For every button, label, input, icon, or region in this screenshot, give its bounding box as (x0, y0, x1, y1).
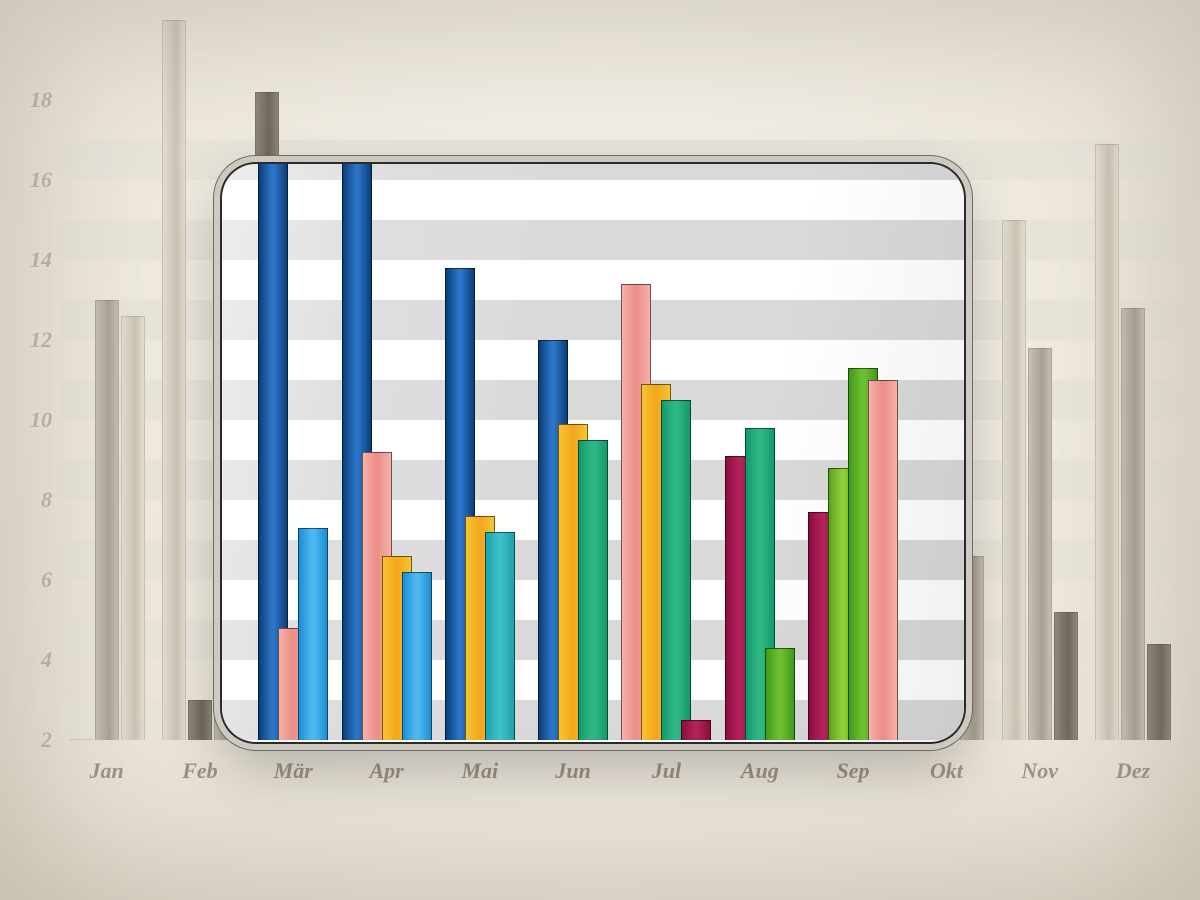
y-axis: 24681012141618 (0, 100, 60, 740)
bg-bar (95, 300, 119, 740)
bg-bar (1002, 220, 1026, 740)
x-month-label: Okt (930, 758, 963, 784)
y-tick-label: 4 (41, 647, 52, 673)
bg-bar (162, 20, 186, 740)
y-tick-label: 8 (41, 487, 52, 513)
y-tick-label: 14 (30, 247, 52, 273)
fg-bar (681, 720, 711, 740)
bg-bar (1028, 348, 1052, 740)
bg-bar (1054, 612, 1078, 740)
y-tick-label: 6 (41, 567, 52, 593)
fg-bar (402, 572, 432, 740)
y-tick-label: 10 (30, 407, 52, 433)
x-month-label: Apr (369, 758, 403, 784)
bg-bar (1147, 644, 1171, 740)
y-tick-label: 2 (41, 727, 52, 753)
x-month-label: Mai (462, 758, 499, 784)
chart-stage: 2 4 6 8 10 12 14 16 18 Jan Feb Mär Apr Mai Jun Jul Aug S… (0, 0, 1200, 900)
x-month-label: Feb (182, 758, 217, 784)
bg-bar (188, 700, 212, 740)
bg-bar (69, 739, 93, 740)
x-month-label: Sep (837, 758, 870, 784)
x-month-label: Jan (90, 758, 124, 784)
bg-bar (121, 316, 145, 740)
bg-bar (1121, 308, 1145, 740)
y-tick-label: 18 (30, 87, 52, 113)
fg-bar (298, 528, 328, 740)
fg-bar (765, 648, 795, 740)
magnifier-panel (222, 164, 964, 742)
x-month-label: Mär (274, 758, 313, 784)
y-tick-label: 12 (30, 327, 52, 353)
fg-bar (868, 380, 898, 740)
x-month-label: Jul (652, 758, 681, 784)
x-axis: Jan Feb Mär Apr Mai Jun Jul Aug Sep Okt Nov Dez (60, 748, 1180, 798)
x-month-label: Dez (1116, 758, 1150, 784)
fg-bar (578, 440, 608, 740)
x-month-label: Aug (741, 758, 779, 784)
x-month-label: Jun (555, 758, 590, 784)
y-tick-label: 16 (30, 167, 52, 193)
fg-bar (661, 400, 691, 740)
bg-bar (1095, 144, 1119, 740)
fg-bar (485, 532, 515, 740)
x-month-label: Nov (1021, 758, 1058, 784)
